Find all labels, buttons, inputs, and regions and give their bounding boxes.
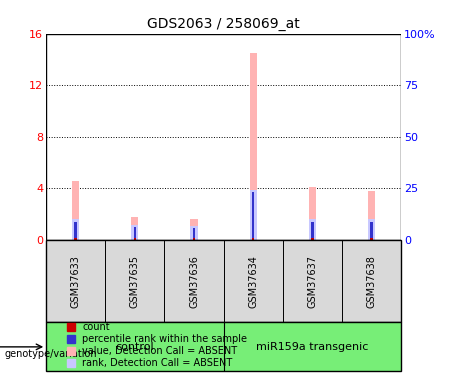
Text: GSM37634: GSM37634 (248, 255, 258, 308)
Bar (368, 191, 375, 240)
Bar (72, 181, 79, 240)
Bar (74, 238, 77, 240)
Bar (190, 219, 198, 240)
Bar (252, 192, 254, 240)
Bar (193, 238, 195, 240)
Text: GSM37638: GSM37638 (366, 255, 377, 308)
Text: miR159a transgenic: miR159a transgenic (256, 342, 368, 352)
Text: genotype/variation: genotype/variation (5, 350, 97, 359)
Bar (370, 238, 373, 240)
Bar (74, 222, 77, 240)
Text: GSM37633: GSM37633 (71, 255, 81, 308)
Bar (249, 190, 257, 240)
Bar (370, 222, 373, 240)
Text: GSM37635: GSM37635 (130, 255, 140, 308)
Bar (190, 226, 198, 240)
Bar (131, 225, 138, 240)
Bar (309, 187, 316, 240)
Text: control: control (116, 342, 154, 352)
Text: GSM37636: GSM37636 (189, 255, 199, 308)
Bar (309, 219, 316, 240)
Bar (193, 228, 195, 240)
Bar (131, 217, 138, 240)
Legend: count, percentile rank within the sample, value, Detection Call = ABSENT, rank, : count, percentile rank within the sample… (65, 320, 249, 370)
Bar (134, 227, 136, 240)
Bar (368, 219, 375, 240)
Bar (252, 238, 254, 240)
Bar (311, 238, 313, 240)
Bar (249, 53, 257, 240)
Bar (72, 219, 79, 240)
Text: GSM37637: GSM37637 (307, 255, 317, 308)
Bar (311, 222, 313, 240)
Bar (134, 238, 136, 240)
Title: GDS2063 / 258069_at: GDS2063 / 258069_at (147, 17, 300, 32)
